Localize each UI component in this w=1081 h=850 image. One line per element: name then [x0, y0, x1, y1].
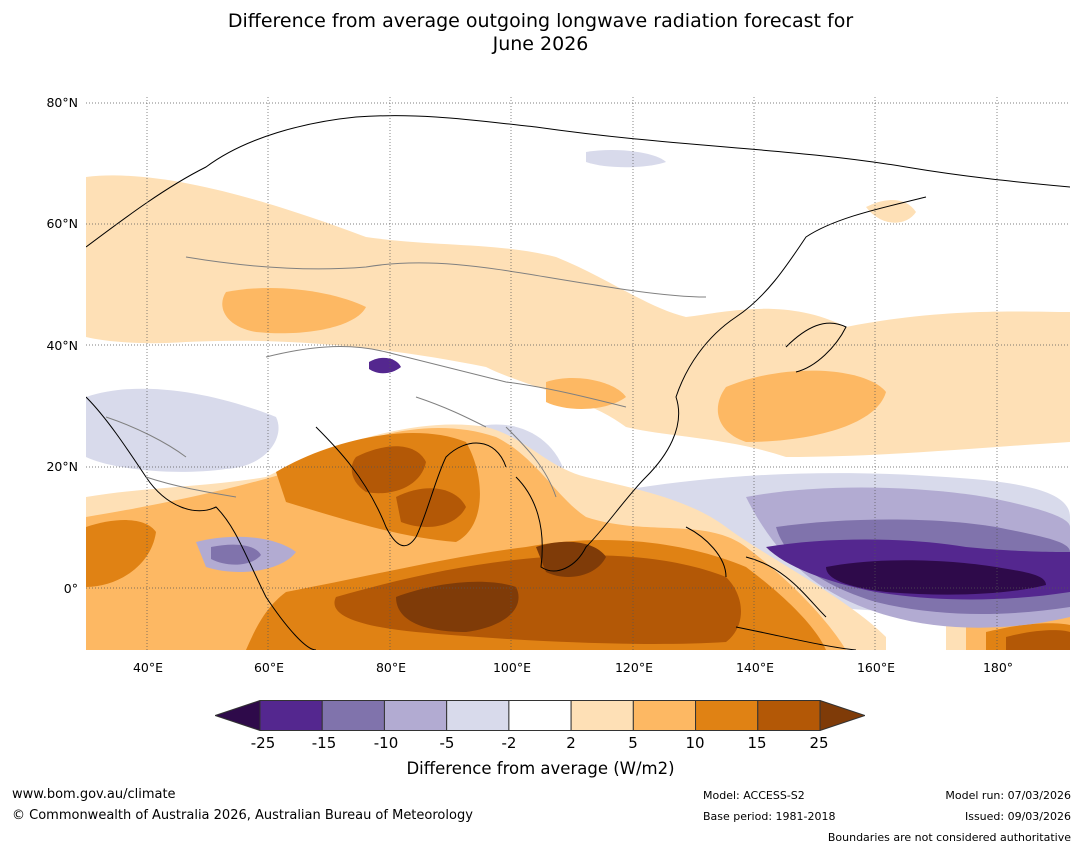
anomaly-contour — [866, 200, 916, 223]
anomaly-contour — [586, 150, 666, 168]
title-line-1: Difference from average outgoing longwav… — [227, 10, 854, 32]
lat-label-20n: 20°N — [46, 459, 78, 474]
colorbar-label: 15 — [747, 734, 767, 752]
lon-label-100e: 100°E — [492, 660, 531, 675]
anomaly-contour — [351, 446, 426, 494]
colorbar-cell — [446, 700, 510, 731]
colorbar-cell — [632, 700, 697, 731]
anomaly-contour — [369, 357, 401, 374]
anomaly-contour — [396, 581, 519, 632]
country-boundaries — [105, 256, 707, 498]
issued-text: Issued: 09/03/2026 — [964, 810, 1071, 823]
chart-title: Difference from average outgoing longwav… — [0, 10, 1081, 56]
colorbar-label: -2 — [501, 734, 517, 752]
anomaly-contour — [1006, 630, 1070, 650]
colorbar-title: Difference from average (W/m2) — [406, 759, 675, 778]
colorbar-cell — [508, 700, 572, 731]
lon-label-140e: 140°E — [735, 660, 774, 675]
colorbar-label: -10 — [373, 734, 399, 752]
lat-label-0: 0° — [63, 581, 78, 596]
colorbar-label: 2 — [566, 734, 576, 752]
colorbar-cell — [757, 700, 821, 731]
copyright-text: © Commonwealth of Australia 2026, Austra… — [12, 808, 473, 823]
lon-label-180: 180° — [982, 660, 1014, 675]
colorbar-arrow-high — [819, 700, 865, 731]
anomaly-contour — [717, 370, 886, 442]
lon-label-120e: 120°E — [614, 660, 653, 675]
colorbar-label: 5 — [628, 734, 638, 752]
anomaly-contour — [396, 488, 466, 527]
base-period-text: Base period: 1981-2018 — [703, 810, 836, 823]
coastlines — [86, 115, 1070, 650]
colorbar-label: -5 — [439, 734, 455, 752]
website-link[interactable]: www.bom.gov.au/climate — [12, 787, 176, 802]
colorbar-cell — [321, 700, 385, 731]
anomaly-contour — [86, 388, 279, 472]
lon-label-160e: 160°E — [856, 660, 895, 675]
colorbar-label: -25 — [250, 734, 276, 752]
anomaly-contour — [86, 520, 156, 587]
colorbar-label: 10 — [685, 734, 705, 752]
anomaly-contour — [536, 541, 606, 577]
colorbar-label: -15 — [311, 734, 337, 752]
map-canvas — [86, 97, 1070, 650]
colorbar-arrow-low — [215, 700, 261, 731]
colorbar-cell — [570, 700, 634, 731]
lon-label-40e: 40°E — [132, 660, 164, 675]
colorbar-label: 25 — [809, 734, 829, 752]
lon-label-80e: 80°E — [375, 660, 407, 675]
colorbar-cell — [695, 700, 759, 731]
graticule — [86, 97, 1070, 650]
model-run-text: Model run: 07/03/2026 — [945, 789, 1071, 802]
disclaimer-text: Boundaries are not considered authoritat… — [827, 831, 1071, 844]
model-text: Model: ACCESS-S2 — [703, 789, 805, 802]
colorbar-cell — [259, 700, 323, 731]
lon-label-60e: 60°E — [253, 660, 285, 675]
anomaly-contour — [546, 377, 626, 409]
lat-label-60n: 60°N — [46, 216, 78, 231]
lat-label-80n: 80°N — [46, 95, 78, 110]
colorbar — [215, 700, 865, 731]
colorbar-cell — [383, 700, 448, 731]
lat-label-40n: 40°N — [46, 338, 78, 353]
title-line-2: June 2026 — [492, 33, 589, 55]
anomaly-contour — [826, 560, 1046, 595]
olr-anomaly-map — [86, 97, 1070, 650]
anomaly-contour — [222, 287, 366, 334]
